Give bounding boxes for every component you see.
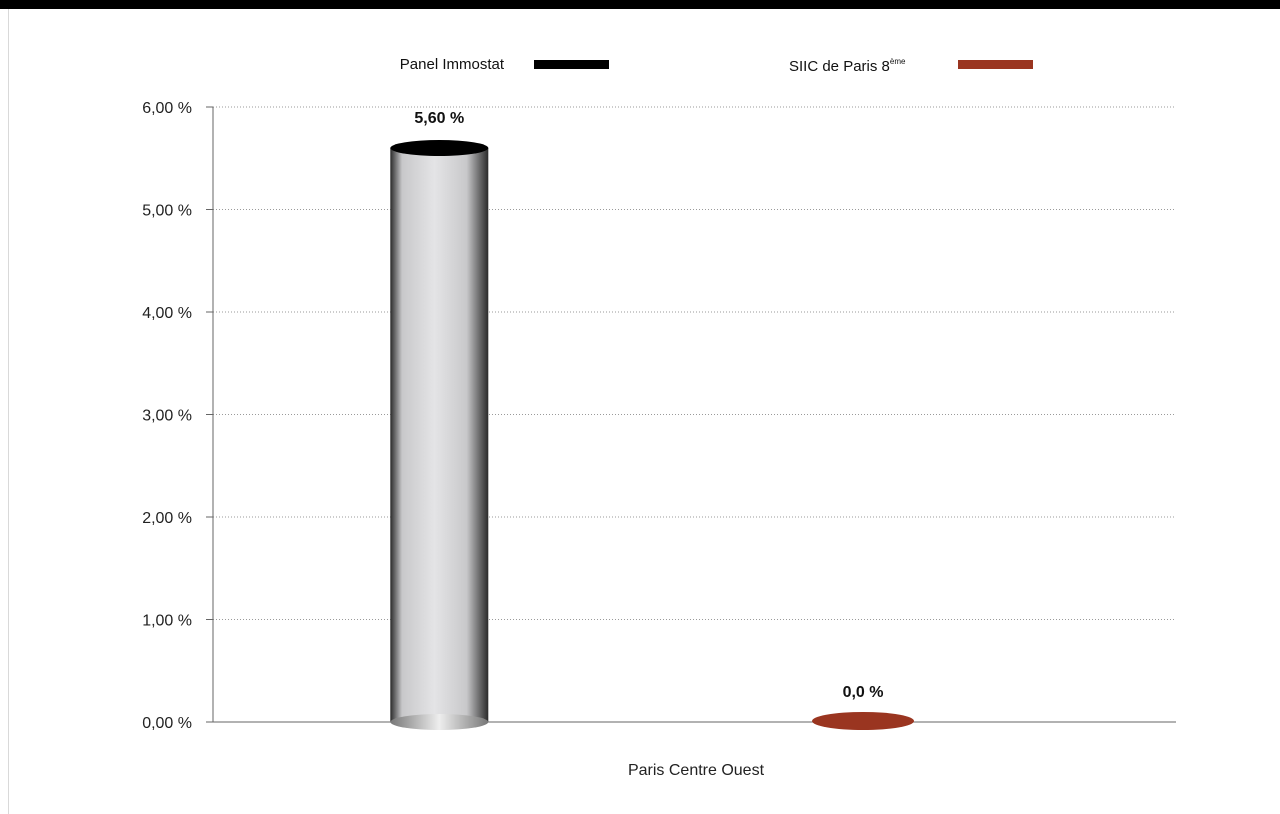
gridlines [213, 106, 1176, 620]
y-axis-tick-labels: 0,00 % 1,00 % 2,00 % 3,00 % 4,00 % 5,00 % 6,00… [142, 100, 192, 732]
data-labels: 5,60 % 0,0 % [414, 110, 883, 701]
y-axis-tick-label: 1,00 % [142, 613, 192, 630]
legend-label-siic-de-paris: SIIC de Paris 8ème [789, 57, 906, 75]
data-label: 0,0 % [843, 684, 884, 701]
bar-top [390, 140, 489, 156]
bars [390, 140, 915, 730]
legend-swatch-siic-de-paris [958, 60, 1033, 69]
y-axis-tick-label: 5,00 % [142, 203, 192, 220]
left-border-line [8, 9, 9, 814]
x-axis-category-label: Paris Centre Ouest [628, 762, 765, 779]
legend-label-panel-immostat: Panel Immostat [400, 56, 505, 73]
legend-label-superscript: ème [890, 57, 906, 66]
bar-base [390, 714, 489, 730]
axes [206, 106, 1176, 723]
y-axis-tick-label: 3,00 % [142, 408, 192, 425]
bar-body [390, 148, 489, 722]
y-axis-tick-label: 2,00 % [142, 510, 192, 527]
y-axis-tick-label: 6,00 % [142, 100, 192, 117]
bar-siic-de-paris-8 [812, 712, 915, 730]
legend: Panel Immostat SIIC de Paris 8ème [400, 56, 1033, 75]
legend-swatch-panel-immostat [534, 60, 609, 69]
y-axis-tick-label: 0,00 % [142, 715, 192, 732]
bar-disc [812, 712, 915, 730]
data-label: 5,60 % [414, 110, 464, 127]
y-axis-tick-label: 4,00 % [142, 305, 192, 322]
top-bar [0, 0, 1280, 9]
bar-panel-immostat [390, 140, 489, 730]
